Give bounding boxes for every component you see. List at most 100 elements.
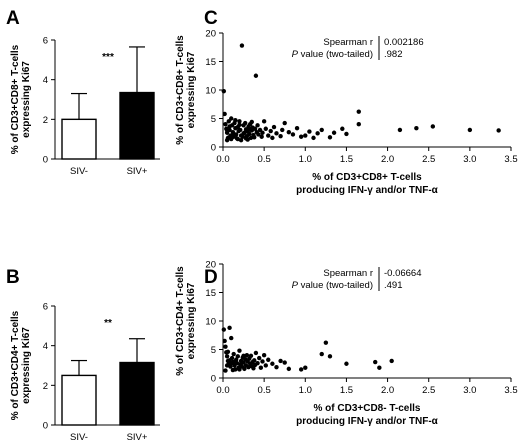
data-point [397,127,403,133]
data-point [290,132,296,137]
data-point [344,361,349,366]
data-point [303,365,308,370]
data-point [274,364,279,370]
bar-siv-negative [61,374,97,426]
x-category-label: SIV+ [127,166,148,177]
data-point [274,131,279,136]
panel-d-scatter-plot: D 0 5 10 15 20 0.0 0.5 1.0 1.5 2.0 2.5 3.0 3.5 % of CD… [175,260,518,428]
y-tick-label: 20 [205,260,216,271]
x-category-label: SIV+ [127,432,148,443]
data-point [258,365,264,370]
y-axis-label-line: expressing Ki67 [21,327,32,404]
y-tick-label: 4 [43,341,48,352]
data-point [282,120,287,126]
y-axis-label: % of CD3+CD4+ T-cellsexpressing Ki67 [175,266,197,376]
x-tick-label: 1.0 [299,154,312,165]
y-tick-label: 6 [43,36,48,47]
y-tick-label: 15 [205,57,216,68]
data-point [251,366,256,371]
data-point [261,119,267,124]
data-point [238,127,243,133]
data-point [307,129,312,134]
y-tick-label: 2 [43,381,48,392]
data-point [249,119,254,125]
panel-a-bar-chart: A 0 2 4 6 % of CD3+CD8+ T-cellsexpressing Ki6… [6,8,160,177]
y-axis-label-line: expressing Ki67 [186,51,197,128]
data-point [237,348,242,353]
data-point [356,122,361,127]
y-tick-label: 0 [211,143,216,154]
data-point [247,131,252,137]
data-point [294,125,300,131]
x-tick-label: 0.0 [216,385,229,396]
data-point [253,350,259,356]
data-point [224,354,230,359]
y-axis-label-line: expressing Ki67 [186,282,197,359]
data-point [286,366,292,372]
data-point [252,358,257,363]
x-axis-label-line: % of CD3+CD8+ T-cells [312,172,422,183]
x-tick-label: 3.0 [463,154,476,165]
spearman-r-label: Spearman r [323,268,373,279]
p-value-label-rest: value (two-tailed) [298,49,373,60]
y-tick-label: 15 [205,288,216,299]
data-point [241,360,246,365]
data-point [229,360,234,366]
data-point [224,137,230,143]
spearman-r-label: Spearman r [323,37,373,48]
data-point [244,353,250,358]
y-axis-label-line: expressing Ki67 [21,61,32,138]
y-axis-label-line: % of CD3+CD8+ T-cells [10,44,21,154]
x-tick-label: 2.5 [422,385,435,396]
data-point [319,351,324,357]
y-tick-label: 20 [205,29,216,40]
x-tick-label: 2.0 [381,154,394,165]
y-axis-label-line: % of CD3+CD8+ T-cells [175,35,186,145]
x-tick-label: 3.5 [504,154,517,165]
x-tick-label: 0.5 [258,154,271,165]
x-tick-label: 1.0 [299,385,312,396]
y-tick-label: 2 [43,115,48,126]
x-axis-label-line: producing IFN-γ and/or TNF-α [296,185,439,196]
x-category-label: SIV- [70,166,88,177]
data-point [278,358,283,364]
data-point [263,363,268,368]
data-point [261,353,267,358]
data-point [237,122,242,127]
data-point [270,135,275,141]
data-point [257,355,262,361]
panel-b-bar-chart: B 0 2 4 6 % of CD3+CD4+ T-cellsexpressing Ki6… [6,267,160,443]
p-value-label-italic: P [292,280,299,291]
data-point [266,357,271,362]
data-point [224,363,230,368]
p-value-label-rest: value (two-tailed) [298,280,373,291]
data-point [247,127,252,132]
p-value: .491 [384,280,403,291]
x-tick-label: 1.5 [340,154,353,165]
data-point [226,119,231,124]
p-value-label: P value (two-tailed) [292,280,373,291]
data-point [298,134,304,139]
data-point [233,359,238,364]
data-point [327,135,333,140]
data-point [235,354,241,359]
x-category-label: SIV- [70,432,88,443]
data-point [252,135,257,140]
data-point [327,354,333,359]
data-point [229,136,234,142]
y-tick-label: 10 [205,317,216,328]
panel-label: B [6,267,20,288]
x-tick-label: 2.0 [381,385,394,396]
data-point [225,349,231,354]
bar-siv-negative [61,118,97,160]
data-point [252,126,258,131]
x-axis-label-line: % of CD3+CD8- T-cells [314,403,421,414]
data-point [238,137,244,143]
y-axis-label: % of CD3+CD8+ T-cellsexpressing Ki67 [10,44,32,154]
data-point [223,344,228,349]
panel-c-scatter-plot: C 0 5 10 15 20 0.0 0.5 1.0 1.5 2.0 2.5 3.0 3.5 % of CD… [175,8,518,196]
data-point [311,135,316,141]
y-tick-label: 6 [43,302,48,313]
spearman-r-value: -0.06664 [384,268,422,279]
